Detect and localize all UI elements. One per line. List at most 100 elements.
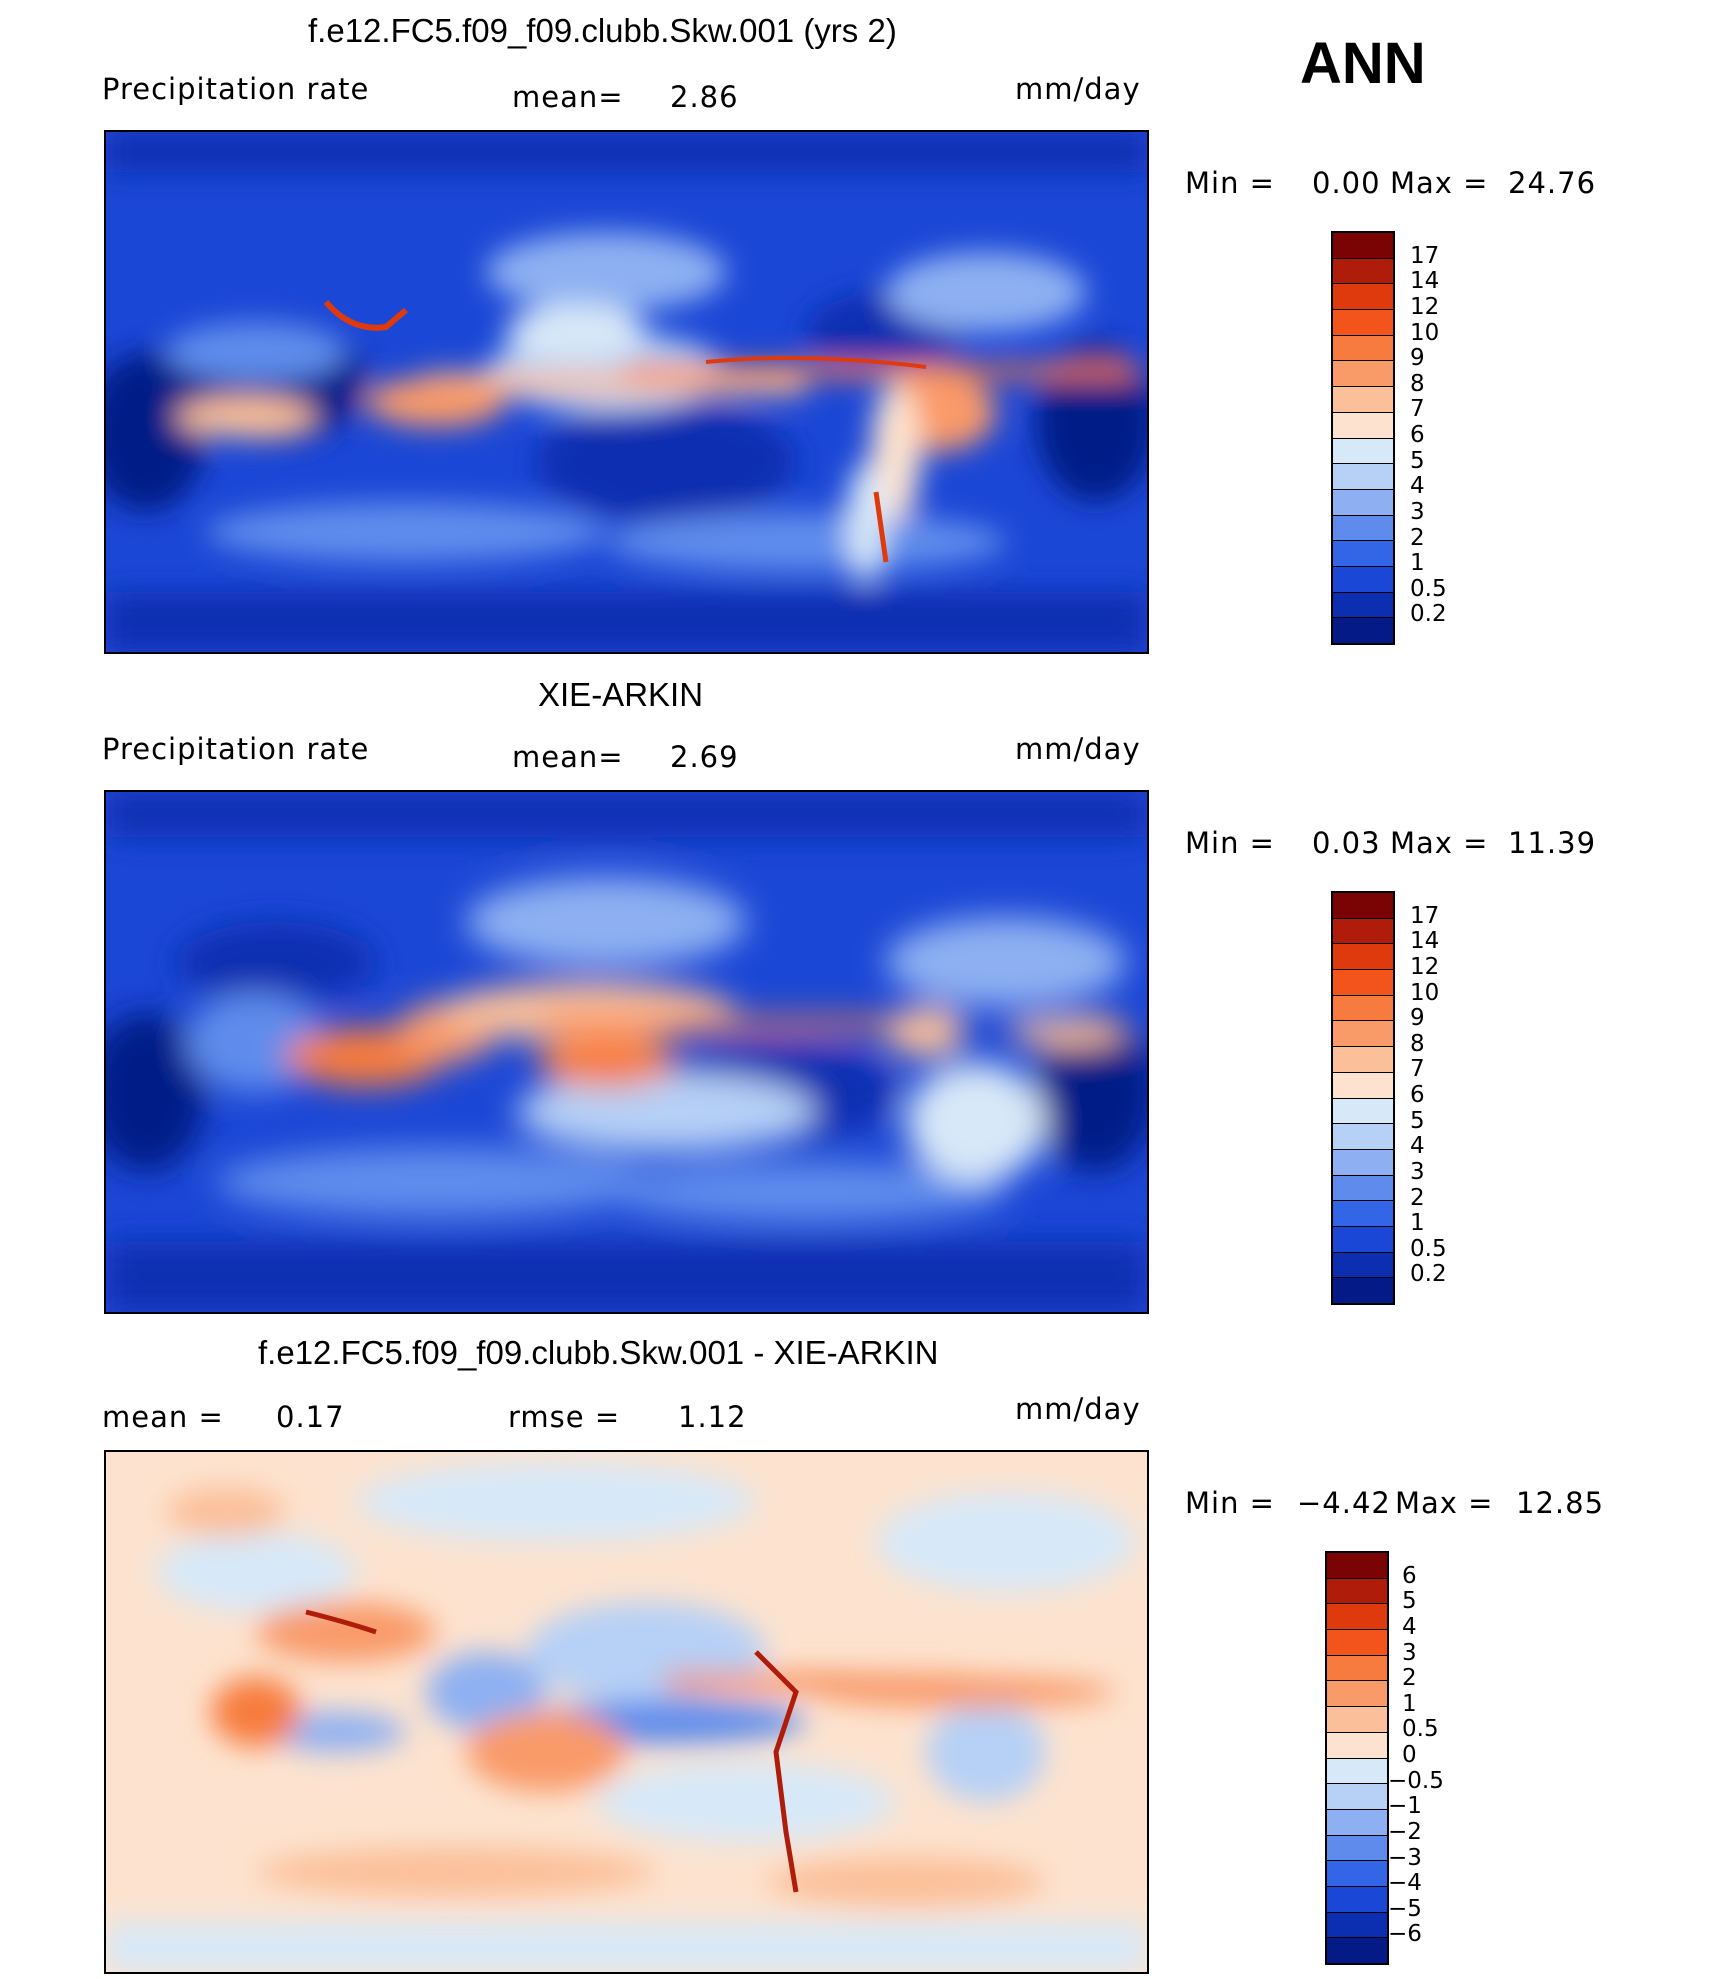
panel1-mean-value: 2.86 [670,80,739,114]
panel1-max-value: 24.76 [1508,166,1597,200]
colorbar-swatch [1327,1707,1387,1733]
colorbar-tick-label: 8 [1410,1030,1425,1057]
panel1-colorbar [1331,231,1395,645]
colorbar-tick-label: 12 [1410,293,1440,320]
colorbar-swatch [1333,944,1393,971]
colorbar-tick-label: 1 [1410,1210,1425,1237]
panel3-mean-value: 0.17 [276,1400,345,1434]
colorbar-swatch [1333,438,1393,465]
colorbar-tick-label: 9 [1410,345,1425,372]
colorbar-tick-label: −1 [1388,1793,1422,1820]
panel2-min-value: 0.03 [1312,826,1381,860]
colorbar-swatch [1333,592,1393,619]
panel2-map-field [106,792,1147,1312]
panel2-units: mm/day [1015,732,1141,766]
colorbar-tick-label: 4 [1410,473,1425,500]
colorbar-swatch [1327,1809,1387,1836]
colorbar-swatch [1327,1553,1387,1579]
colorbar-swatch [1333,1047,1393,1073]
colorbar-tick-label: 1 [1410,550,1425,577]
panel3-mean-label: mean = [102,1400,224,1434]
panel1-max-label: Max = [1390,166,1489,200]
colorbar-tick-label: 7 [1410,1056,1425,1083]
colorbar-swatch [1333,310,1393,336]
panel1-mean-label: mean= [512,80,624,114]
panel2-colorbar [1331,891,1395,1305]
colorbar-tick-label: 0.2 [1410,601,1447,628]
colorbar-swatch [1333,233,1393,259]
panel3-min-value: −4.42 [1297,1486,1391,1520]
colorbar-swatch [1333,1175,1393,1202]
colorbar-tick-label: 14 [1410,928,1440,955]
colorbar-tick-label: −3 [1388,1844,1422,1871]
colorbar-swatch [1333,284,1393,311]
colorbar-tick-label: 10 [1410,319,1440,346]
panel2-max-label: Max = [1390,826,1489,860]
panel1-min-value: 0.00 [1312,166,1381,200]
colorbar-tick-label: 3 [1402,1639,1417,1666]
panel1-variable-label: Precipitation rate [102,72,370,106]
panel2-mean-value: 2.69 [670,740,739,774]
colorbar-swatch [1333,1098,1393,1125]
panel1-units: mm/day [1015,72,1141,106]
colorbar-tick-label: −0.5 [1388,1767,1444,1794]
colorbar-swatch [1327,1604,1387,1631]
colorbar-tick-label: 5 [1402,1588,1417,1615]
colorbar-tick-label: −6 [1388,1921,1422,1948]
colorbar-tick-label: 17 [1410,902,1440,929]
colorbar-tick-label: 14 [1410,268,1440,295]
colorbar-swatch [1327,1630,1387,1656]
colorbar-tick-label: 9 [1410,1005,1425,1032]
colorbar-tick-label: 4 [1410,1133,1425,1160]
colorbar-tick-label: −5 [1388,1895,1422,1922]
colorbar-swatch [1333,566,1393,593]
colorbar-swatch [1333,361,1393,388]
colorbar-swatch [1327,1835,1387,1862]
colorbar-tick-label: 0.5 [1410,575,1447,602]
panel3-max-label: Max = [1395,1486,1494,1520]
colorbar-tick-label: 3 [1410,498,1425,525]
colorbar-swatch [1333,541,1393,567]
colorbar-swatch [1333,387,1393,413]
colorbar-tick-label: 3 [1410,1158,1425,1185]
colorbar-swatch [1333,618,1393,643]
panel3-min-label: Min = [1185,1486,1275,1520]
colorbar-tick-label: 17 [1410,242,1440,269]
panel3-max-value: 12.85 [1516,1486,1605,1520]
panel2-max-value: 11.39 [1508,826,1597,860]
colorbar-swatch [1333,335,1393,362]
colorbar-swatch [1333,893,1393,919]
colorbar-swatch [1333,464,1393,490]
colorbar-swatch [1333,489,1393,516]
colorbar-swatch [1327,1681,1387,1708]
colorbar-swatch [1333,258,1393,285]
colorbar-tick-label: 7 [1410,396,1425,423]
colorbar-tick-label: 2 [1410,1184,1425,1211]
colorbar-swatch [1327,1578,1387,1605]
colorbar-tick-label: 1 [1402,1690,1417,1717]
colorbar-swatch [1333,995,1393,1022]
panel3-map-field [106,1452,1147,1972]
colorbar-swatch [1327,1886,1387,1913]
colorbar-tick-label: 0 [1402,1742,1417,1768]
colorbar-swatch [1333,1201,1393,1227]
colorbar-tick-label: 5 [1410,1107,1425,1134]
panel1-map [104,130,1149,654]
panel2-variable-label: Precipitation rate [102,732,370,766]
panel3-colorbar [1325,1551,1389,1965]
colorbar-tick-label: 0.5 [1410,1235,1447,1262]
colorbar-swatch [1333,918,1393,945]
colorbar-swatch [1333,1072,1393,1099]
panel3-map [104,1450,1149,1974]
panel3-rmse-value: 1.12 [678,1400,747,1434]
colorbar-swatch [1333,1021,1393,1048]
colorbar-tick-label: 10 [1410,979,1440,1006]
colorbar-swatch [1333,970,1393,996]
panel2-title: XIE-ARKIN [538,676,704,713]
colorbar-tick-label: 2 [1410,524,1425,551]
colorbar-tick-label: 4 [1402,1613,1417,1640]
colorbar-tick-label: 6 [1402,1562,1417,1589]
colorbar-swatch [1333,1149,1393,1176]
colorbar-tick-label: 6 [1410,1082,1425,1108]
colorbar-tick-label: 0.5 [1402,1716,1439,1743]
